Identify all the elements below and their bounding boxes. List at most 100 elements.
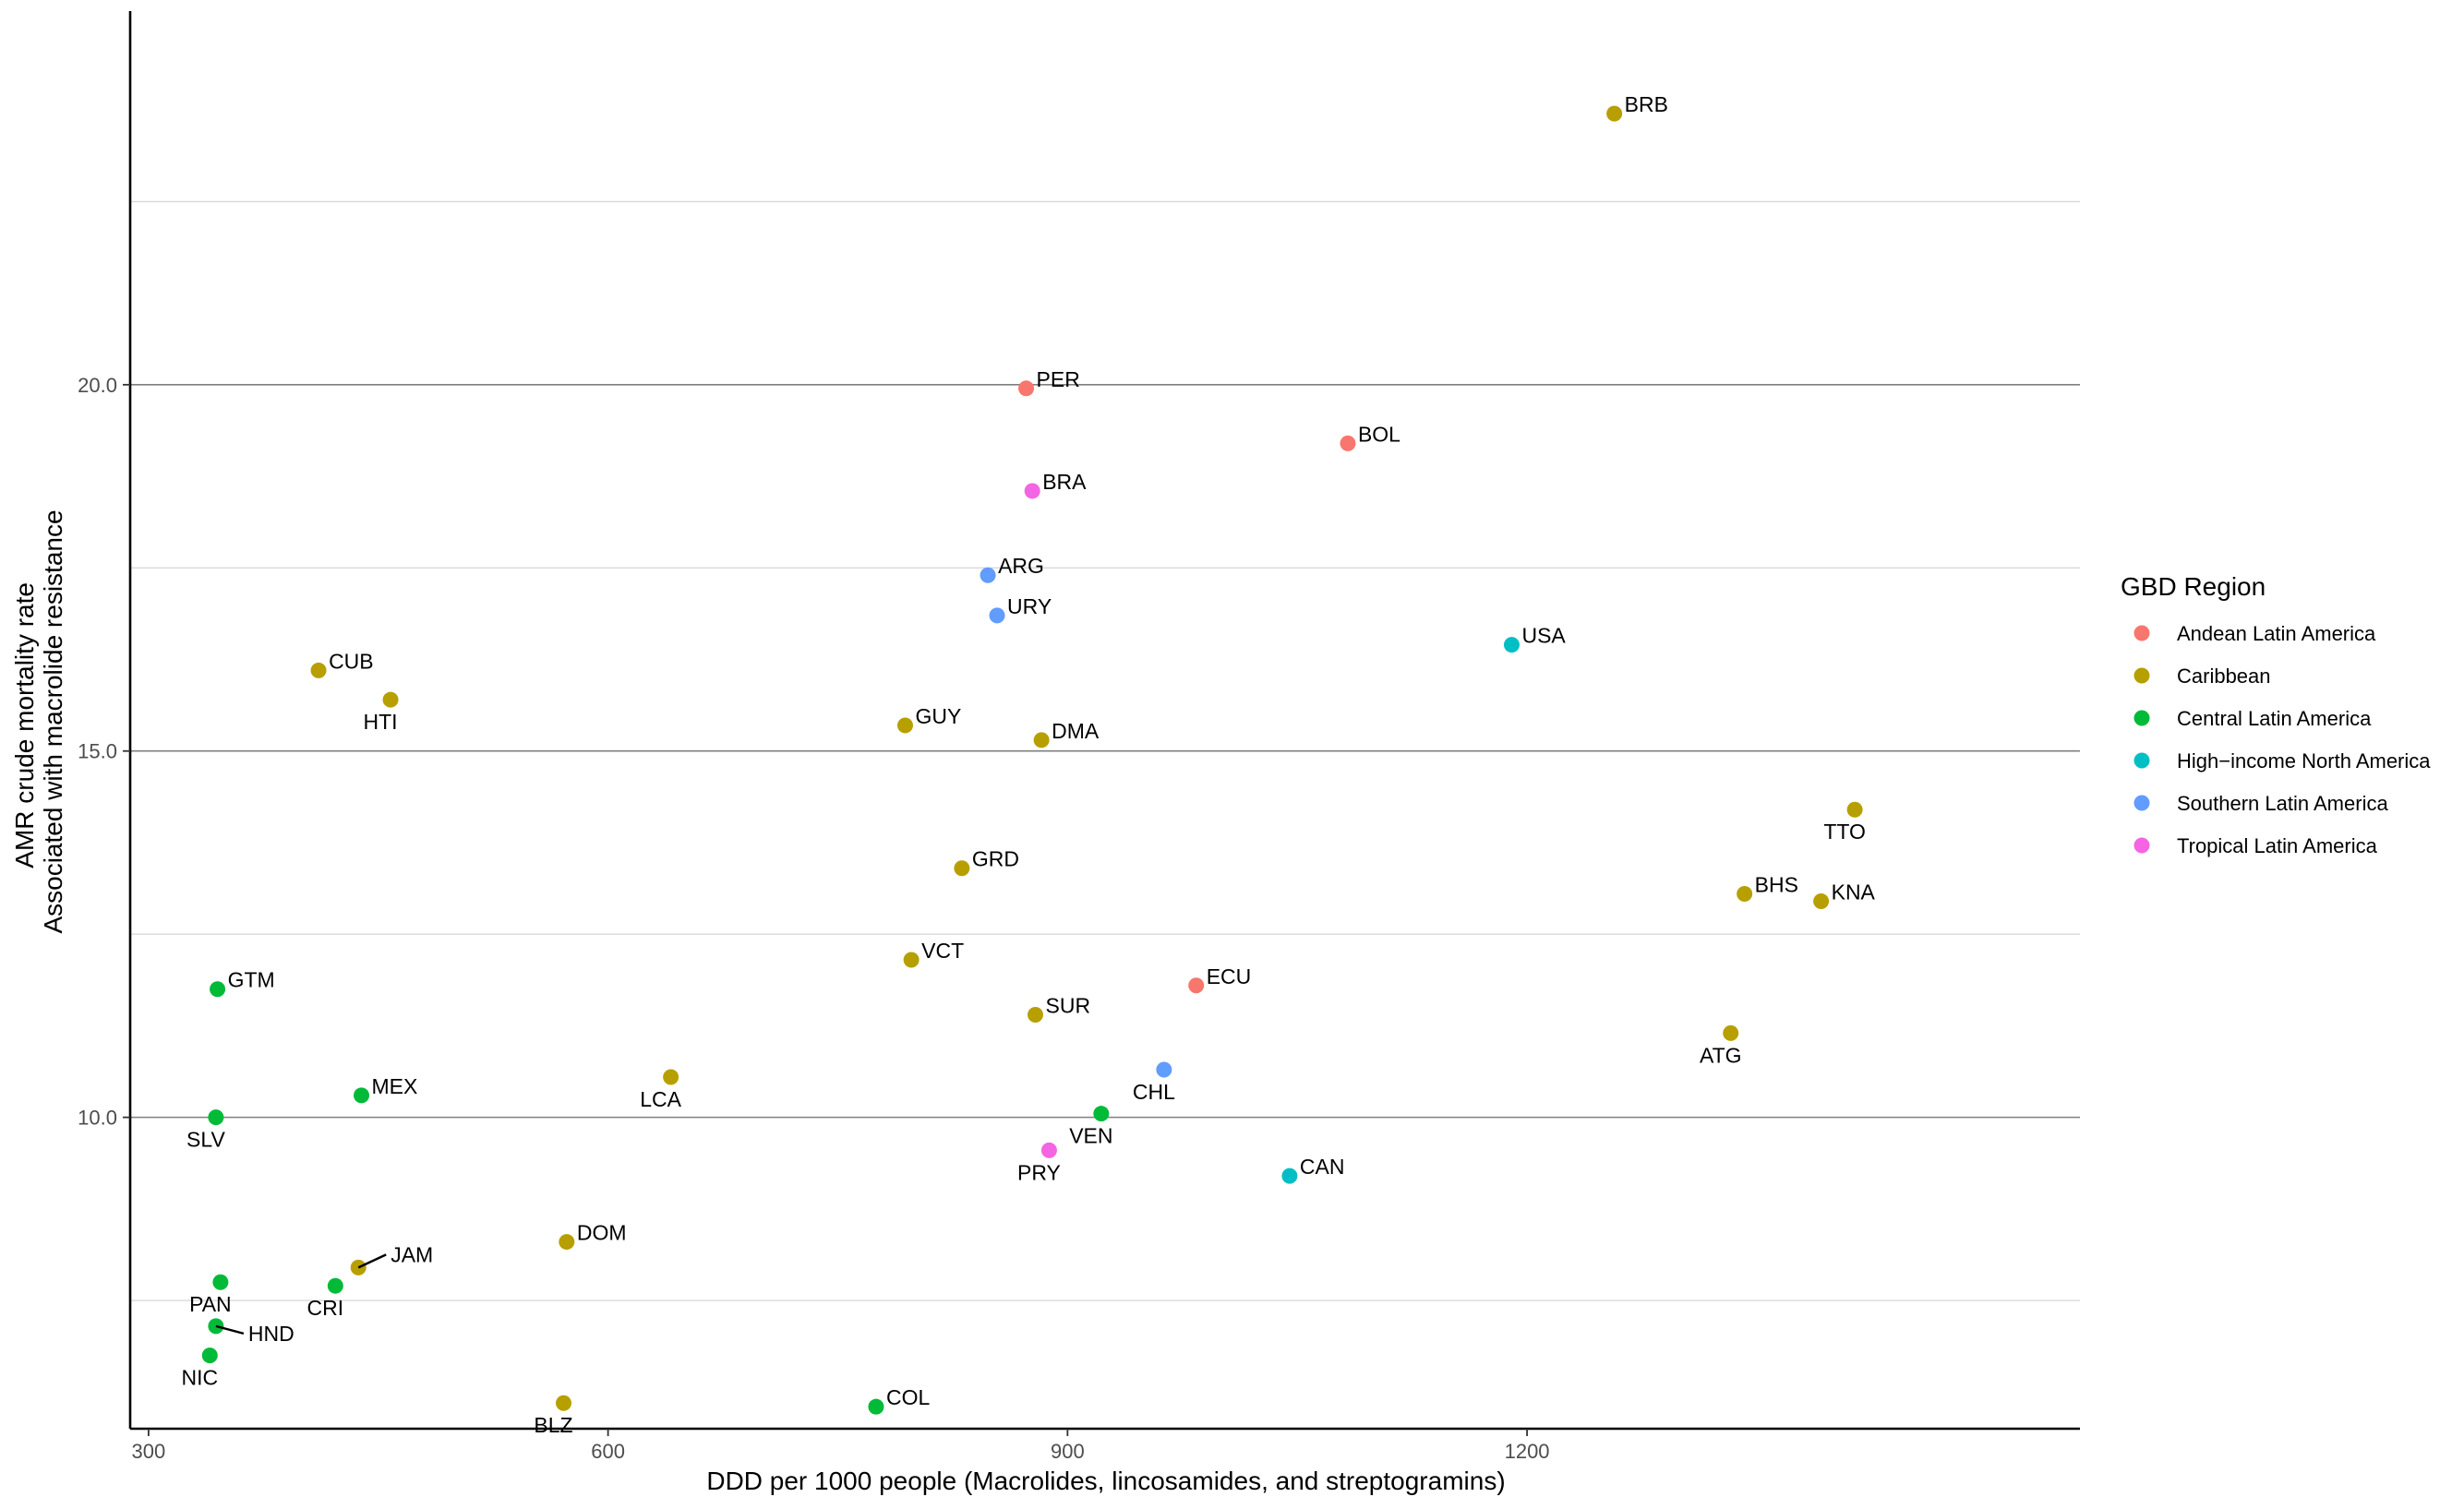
point-label-bhs: BHS	[1755, 873, 1798, 897]
data-point-arg	[980, 567, 996, 583]
axes: 300 600 900 1200 10.0 15.0 20.0	[78, 11, 2080, 1463]
y-axis-title-line-1: AMR crude mortality rate	[10, 582, 39, 868]
legend-entry-label: Southern Latin America	[2177, 792, 2388, 815]
data-point-guy	[896, 717, 913, 734]
y-tick-label: 20.0	[78, 374, 117, 397]
data-point-atg	[1723, 1024, 1739, 1041]
point-label-usa: USA	[1521, 624, 1566, 648]
point-label-hnd: HND	[248, 1322, 294, 1346]
data-point-grd	[954, 860, 970, 877]
point-label-cri: CRI	[307, 1296, 344, 1320]
data-point-bra	[1024, 483, 1040, 499]
data-point-cub	[310, 662, 327, 678]
data-point-kna	[1813, 892, 1830, 909]
data-point-ven	[1093, 1106, 1110, 1122]
point-label-pan: PAN	[189, 1292, 232, 1316]
y-tick-label: 10.0	[78, 1107, 117, 1130]
data-point-gtm	[210, 981, 226, 998]
data-point-col	[868, 1398, 884, 1415]
point-label-chl: CHL	[1133, 1080, 1175, 1104]
data-point-bol	[1340, 435, 1356, 451]
legend-key	[2133, 710, 2150, 726]
x-tick-label: 900	[1051, 1440, 1085, 1463]
y-tick-label: 15.0	[78, 740, 117, 763]
point-label-jam: JAM	[391, 1242, 433, 1266]
label-leader-line	[215, 1324, 245, 1335]
point-label-atg: ATG	[1700, 1043, 1742, 1067]
data-point-sur	[1028, 1007, 1044, 1024]
data-point-dma	[1033, 732, 1050, 748]
data-point-can	[1281, 1168, 1298, 1184]
point-label-col: COL	[886, 1385, 931, 1409]
point-label-slv: SLV	[186, 1128, 225, 1152]
point-label-dma: DMA	[1052, 719, 1100, 743]
legend-key	[2133, 837, 2150, 854]
point-label-gtm: GTM	[228, 968, 275, 992]
legend-key	[2133, 667, 2150, 684]
data-point-ecu	[1188, 977, 1205, 994]
legend-entry-label: Central Latin America	[2177, 707, 2372, 730]
data-point-hti	[382, 691, 399, 708]
point-label-hti: HTI	[364, 710, 398, 734]
x-tick-label: 600	[591, 1440, 625, 1463]
x-axis-title: DDD per 1000 people (Macrolides, lincosa…	[706, 1467, 1505, 1495]
point-label-mex: MEX	[372, 1074, 418, 1098]
legend-entry-label: Tropical Latin America	[2177, 834, 2378, 857]
data-point-tto	[1846, 801, 1863, 818]
data-point-lca	[663, 1069, 679, 1085]
point-label-ven: VEN	[1069, 1124, 1112, 1148]
point-label-can: CAN	[1300, 1155, 1345, 1179]
point-label-ury: URY	[1007, 594, 1052, 618]
data-point-cri	[327, 1277, 343, 1294]
data-point-nic	[201, 1347, 218, 1364]
point-label-lca: LCA	[640, 1087, 681, 1111]
legend-entry-label: High−income North America	[2177, 749, 2431, 772]
point-label-grd: GRD	[972, 847, 1019, 871]
data-point-vct	[903, 952, 919, 968]
label-leader-line	[357, 1253, 387, 1269]
point-label-arg: ARG	[998, 554, 1044, 578]
data-point-usa	[1503, 637, 1520, 653]
data-point-per	[1018, 380, 1035, 397]
data-point-brb	[1606, 105, 1623, 122]
data-point-pan	[212, 1274, 229, 1290]
legend: GBD Region Andean Latin America Caribbean…	[2121, 572, 2431, 857]
legend-entries: Andean Latin America Caribbean Central Lat…	[2133, 622, 2431, 857]
data-point-pry	[1040, 1142, 1057, 1158]
point-label-bol: BOL	[1358, 422, 1400, 446]
point-label-cub: CUB	[329, 649, 374, 673]
point-label-nic: NIC	[181, 1366, 218, 1390]
legend-key	[2133, 795, 2150, 811]
point-label-tto: TTO	[1823, 820, 1866, 844]
x-tick-label: 1200	[1505, 1440, 1550, 1463]
y-axis-title-line-2: Associated with macrolide resistance	[39, 509, 67, 933]
data-point-dom	[559, 1234, 575, 1251]
point-label-brb: BRB	[1625, 92, 1668, 116]
point-label-ecu: ECU	[1207, 964, 1252, 988]
data-point-bhs	[1737, 886, 1753, 903]
point-label-dom: DOM	[577, 1221, 627, 1245]
point-label-blz: BLZ	[534, 1413, 572, 1437]
legend-key	[2133, 625, 2150, 641]
legend-title: GBD Region	[2121, 572, 2266, 601]
data-point-ury	[989, 607, 1005, 624]
point-label-vct: VCT	[921, 939, 964, 963]
legend-entry-label: Caribbean	[2177, 665, 2271, 688]
point-label-per: PER	[1037, 367, 1080, 391]
data-point-mex	[354, 1087, 370, 1104]
point-label-sur: SUR	[1046, 994, 1091, 1018]
point-label-guy: GUY	[915, 704, 961, 728]
data-points	[201, 105, 1863, 1415]
point-labels: BRB PER BOL BRA ARG URY USA CUB HTI GUY DMA TTO GRD B…	[181, 92, 1875, 1437]
legend-entry-label: Andean Latin America	[2177, 622, 2376, 645]
point-label-bra: BRA	[1042, 470, 1087, 494]
data-point-blz	[556, 1395, 572, 1411]
x-tick-label: 300	[132, 1440, 166, 1463]
y-axis-title: AMR crude mortality rate Associated with…	[10, 509, 67, 933]
data-point-chl	[1156, 1061, 1172, 1078]
point-label-pry: PRY	[1017, 1160, 1061, 1184]
legend-key	[2133, 752, 2150, 769]
point-label-kna: KNA	[1832, 880, 1876, 904]
data-point-slv	[208, 1109, 224, 1126]
